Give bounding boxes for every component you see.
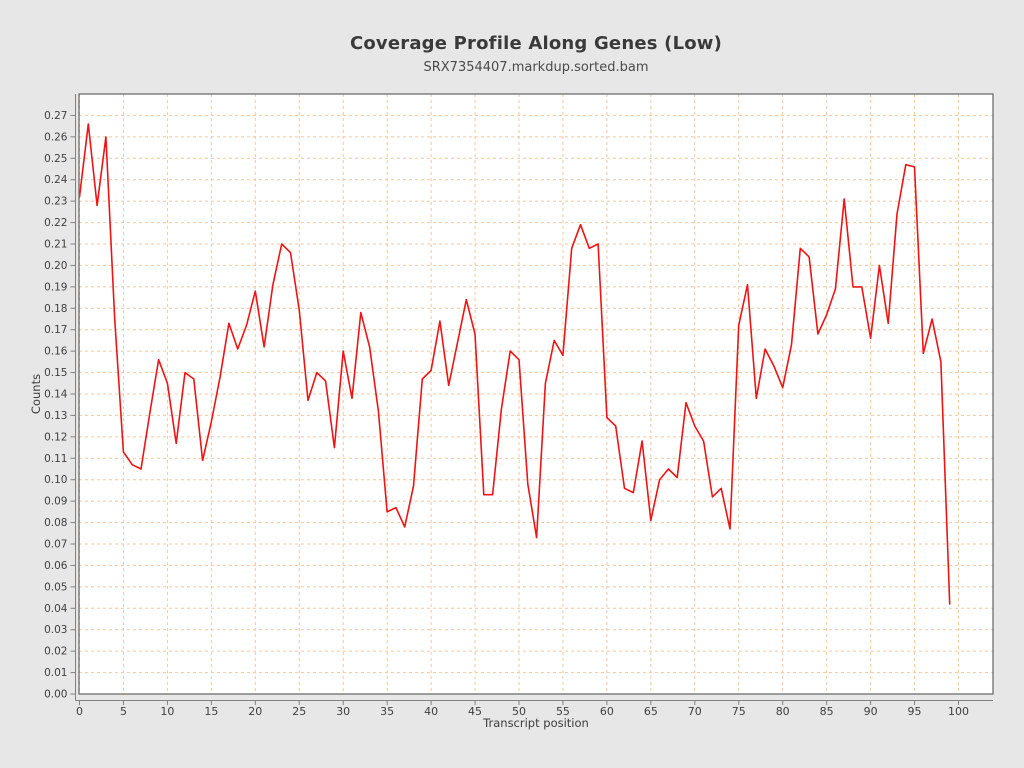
svg-text:0.21: 0.21 (44, 239, 67, 251)
svg-text:75: 75 (732, 705, 746, 718)
svg-text:0.16: 0.16 (44, 346, 68, 358)
svg-text:0: 0 (76, 705, 83, 718)
svg-text:0.27: 0.27 (44, 110, 67, 122)
svg-text:55: 55 (556, 705, 570, 718)
svg-text:0.15: 0.15 (44, 367, 67, 379)
svg-text:0.02: 0.02 (44, 646, 67, 658)
x-axis-label: Transcript position (483, 716, 589, 730)
svg-text:0.09: 0.09 (44, 496, 67, 508)
svg-text:0.12: 0.12 (44, 431, 67, 443)
svg-text:0.23: 0.23 (44, 196, 67, 208)
svg-text:15: 15 (204, 705, 218, 718)
svg-text:0.19: 0.19 (44, 281, 67, 293)
svg-text:0.18: 0.18 (44, 303, 67, 315)
svg-text:10: 10 (160, 705, 174, 718)
svg-text:0.10: 0.10 (44, 474, 67, 486)
horizontal-gridlines (79, 114, 993, 695)
svg-text:0.13: 0.13 (44, 410, 67, 422)
svg-text:40: 40 (424, 705, 438, 718)
svg-text:0.17: 0.17 (44, 324, 67, 336)
svg-text:95: 95 (908, 705, 922, 718)
svg-text:0.14: 0.14 (44, 389, 68, 401)
svg-text:35: 35 (380, 705, 394, 718)
svg-text:0.24: 0.24 (44, 174, 68, 186)
svg-text:85: 85 (820, 705, 834, 718)
y-axis-ticks: 0.00 0.01 0.02 0.03 0.04 0.05 0.06 0.07 0.08 0.09… (44, 110, 76, 701)
svg-text:0.22: 0.22 (44, 217, 67, 229)
svg-text:45: 45 (468, 705, 482, 718)
svg-text:0.01: 0.01 (44, 667, 67, 679)
axis-lines (75, 94, 993, 701)
svg-text:30: 30 (336, 705, 350, 718)
svg-text:0.05: 0.05 (44, 581, 67, 593)
svg-text:25: 25 (292, 705, 306, 718)
svg-text:0.11: 0.11 (44, 453, 67, 465)
svg-text:0.04: 0.04 (44, 603, 68, 615)
svg-text:60: 60 (600, 705, 614, 718)
plot-frame (78, 93, 994, 695)
x-axis-ticks: 0 5 10 15 20 25 30 35 40 45 50 55 60 65 70 75 80 85 90 95 10… (76, 700, 969, 718)
svg-text:0.06: 0.06 (44, 560, 68, 572)
svg-text:70: 70 (688, 705, 702, 718)
svg-text:0.08: 0.08 (44, 517, 67, 529)
svg-text:0.03: 0.03 (44, 624, 67, 636)
svg-text:0.07: 0.07 (44, 539, 67, 551)
svg-text:50: 50 (512, 705, 526, 718)
svg-text:0.25: 0.25 (44, 153, 67, 165)
svg-text:80: 80 (776, 705, 790, 718)
svg-text:0.20: 0.20 (44, 260, 67, 272)
svg-text:0.26: 0.26 (44, 131, 68, 143)
vertical-gridlines (79, 94, 959, 694)
svg-text:5: 5 (120, 705, 127, 718)
chart-title: Coverage Profile Along Genes (Low) (349, 33, 723, 54)
svg-text:90: 90 (864, 705, 878, 718)
svg-text:100: 100 (948, 705, 969, 718)
coverage-series-line (78, 123, 951, 605)
svg-text:0.00: 0.00 (44, 689, 67, 701)
svg-text:65: 65 (644, 705, 658, 718)
chart-subtitle: SRX7354407.markdup.sorted.bam (423, 60, 649, 75)
svg-text:20: 20 (248, 705, 262, 718)
